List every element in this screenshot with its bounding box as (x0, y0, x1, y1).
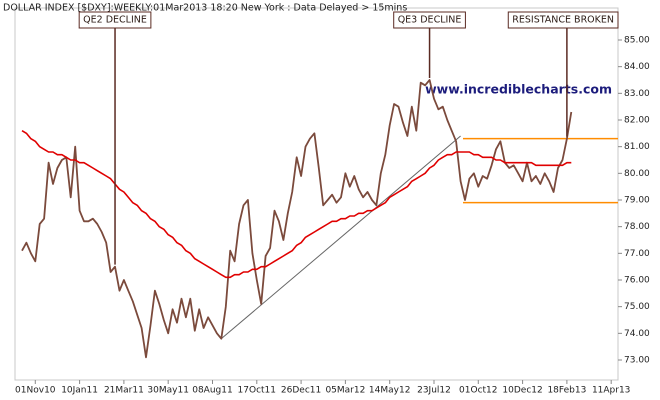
x-tick-label: 30May11 (147, 386, 189, 396)
y-tick-label: 75.00 (624, 302, 650, 312)
annotation-label: QE2 DECLINE (83, 15, 147, 26)
x-tick-label: 17Oct11 (238, 386, 276, 396)
y-tick-label: 81.00 (624, 142, 650, 152)
x-tick-label: 10Dec12 (502, 386, 542, 396)
x-tick-label: 08Aug11 (192, 386, 232, 396)
annotation-label: RESISTANCE BROKEN (512, 15, 614, 26)
annotation-box (507, 11, 619, 29)
x-tick-label: 14May12 (369, 386, 411, 396)
y-tick-label: 83.00 (624, 89, 650, 99)
x-tick-label: 11Apr13 (592, 386, 630, 396)
price-line (21, 79, 573, 359)
x-tick-label: 21Mar11 (104, 386, 144, 396)
y-tick-label: 76.00 (624, 276, 650, 286)
x-tick-label: 05Mar12 (325, 386, 365, 396)
y-tick-label: 84.00 (624, 62, 650, 72)
annotation-label: QE3 DECLINE (398, 15, 462, 26)
chart-title: DOLLAR INDEX [$DXY]:WEEKLY:01Mar2013 18:… (3, 3, 407, 14)
y-tick-label: 80.00 (624, 169, 650, 179)
moving-average-line (21, 130, 572, 279)
y-tick-label: 85.00 (624, 36, 650, 46)
x-tick-label: 23Jul12 (417, 386, 451, 396)
x-tick-label: 01Nov10 (15, 386, 56, 396)
x-tick-label: 26Dec11 (281, 386, 321, 396)
x-tick-label: 10Jan11 (61, 386, 98, 396)
y-tick-label: 79.00 (624, 196, 650, 206)
plot-area (14, 7, 619, 381)
watermark: www.incrediblecharts.com (425, 82, 612, 97)
y-tick-label: 78.00 (624, 222, 650, 232)
x-tick-label: 18Feb13 (547, 386, 586, 396)
y-tick-label: 77.00 (624, 249, 650, 259)
y-tick-label: 74.00 (624, 329, 650, 339)
y-tick-label: 82.00 (624, 116, 650, 126)
y-tick-label: 73.00 (624, 356, 650, 366)
x-tick-label: 01Oct12 (459, 386, 497, 396)
